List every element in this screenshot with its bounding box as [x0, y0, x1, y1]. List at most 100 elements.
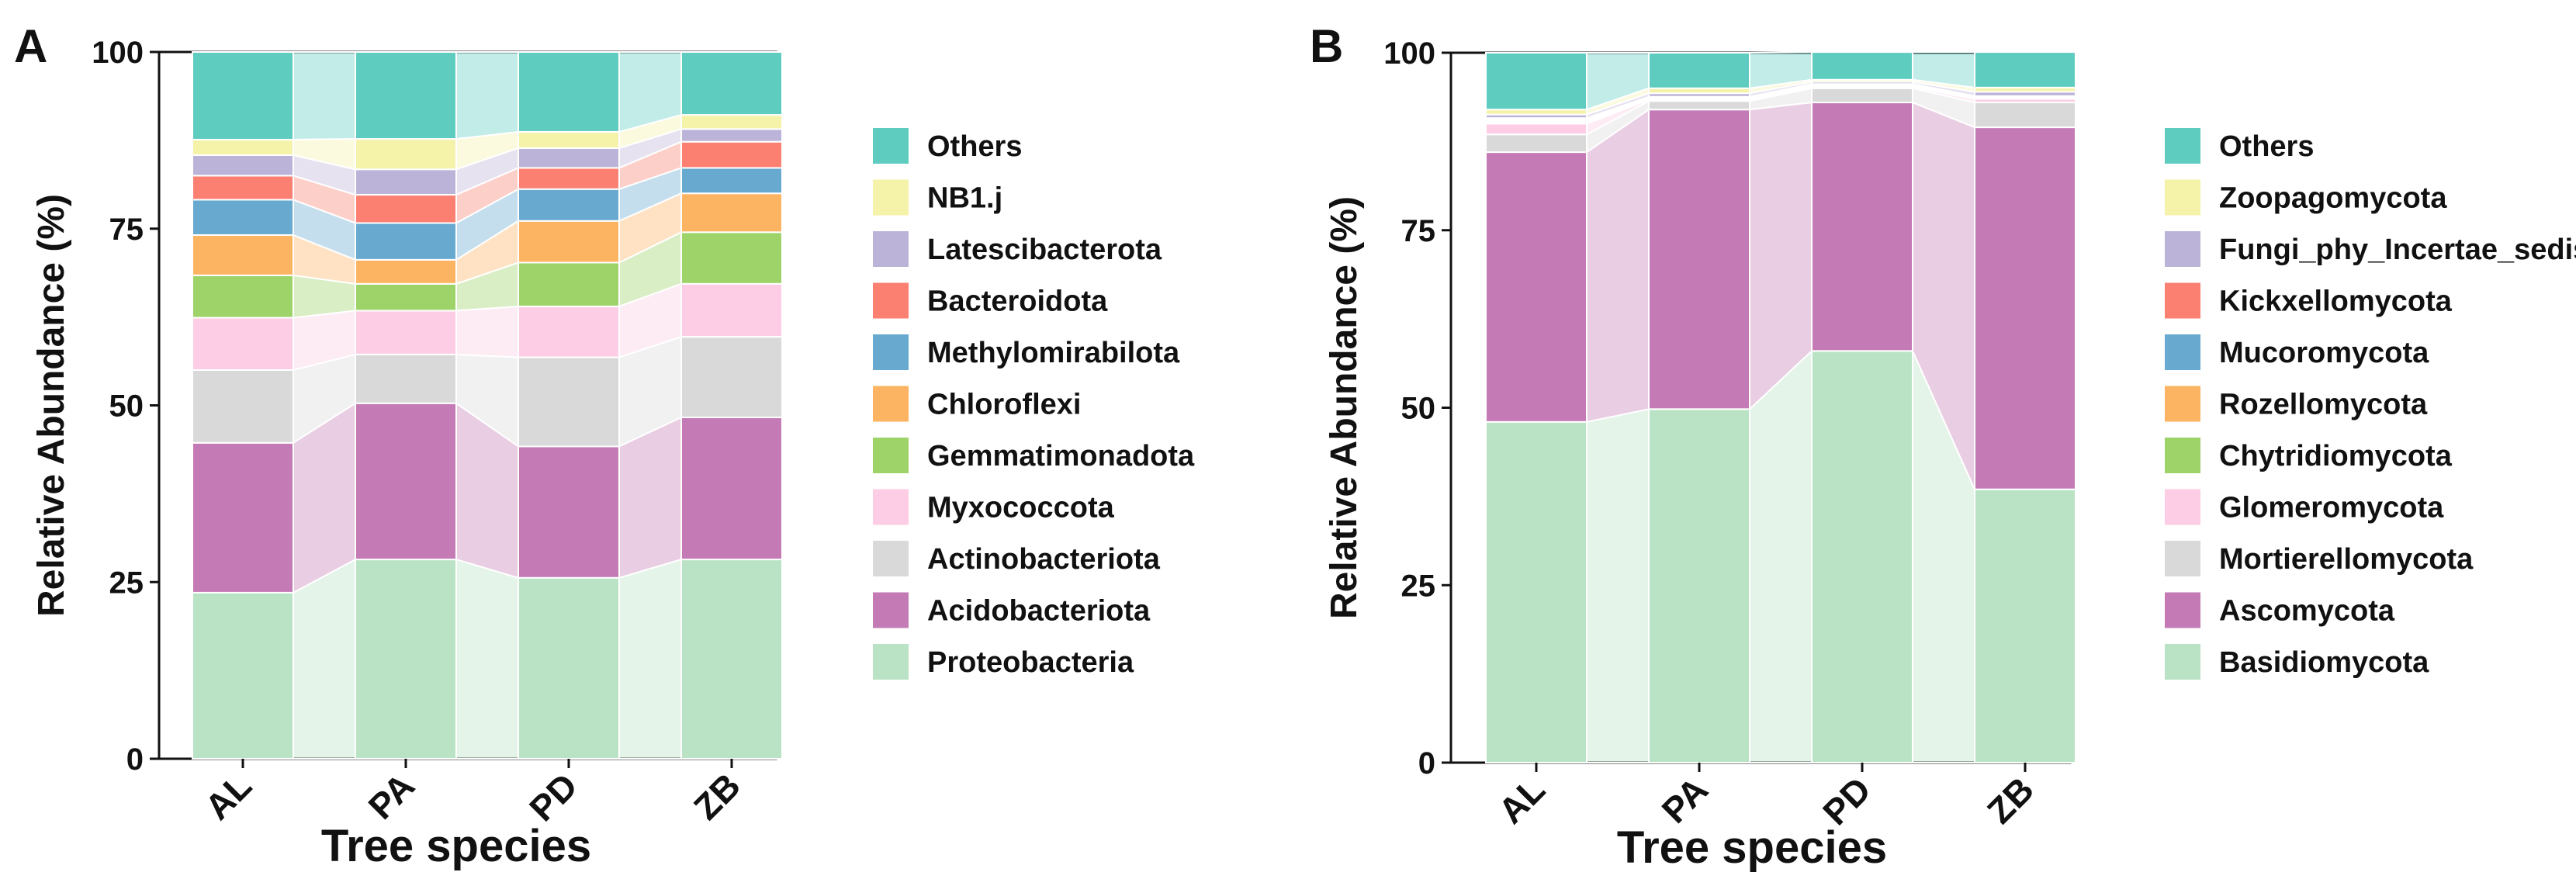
bar-segment-pd-methylomirabilota [518, 188, 620, 222]
y-tick-label: 75 [1401, 214, 1436, 248]
band-ascomycota [1586, 108, 1650, 424]
legend-label-basidiomycota: Basidiomycota [2219, 646, 2429, 679]
bar-segment-pa-mortierellomycota [1648, 100, 1750, 111]
alluvial-bands [293, 51, 682, 760]
legend-label-zoopagomycota: Zoopagomycota [2219, 182, 2447, 215]
bar-segment-pa-nb1-j [355, 138, 457, 171]
bar-segment-pd-others [1811, 51, 1913, 81]
band-others [455, 51, 519, 140]
legend-label-rozellomycota: Rozellomycota [2219, 389, 2428, 421]
legend: Others NB1.j Latescibacterota Bacteroidota M… [873, 128, 1195, 680]
bar-segment-pd-myxococcota [518, 305, 620, 358]
y-tick-label: 50 [109, 389, 144, 424]
legend-swatch-mortierellomycota [2165, 541, 2200, 576]
bar-segment-pa-basidiomycota [1648, 408, 1750, 764]
x-tick-label-pa: PA [1654, 769, 1716, 831]
legend-label-gemmatimonadota: Gemmatimonadota [927, 440, 1195, 472]
bar-segment-zb-myxococcota [680, 282, 783, 338]
legend-swatch-bacteroidota [873, 282, 909, 319]
x-tick-label-pa: PA [361, 765, 423, 827]
bar-segment-al-bacteroidota [192, 175, 294, 201]
bar-segment-pa-myxococcota [355, 310, 457, 355]
bar-segment-zb-proteobacteria [680, 559, 783, 760]
legend-swatch-basidiomycota [2165, 644, 2200, 680]
alluvial-bands [1586, 51, 1975, 763]
bar-segment-pd-nb1-j [518, 130, 620, 149]
panel-a: A 0 25 50 75 100 AL PA PD ZB Relative Abundance (… [14, 20, 1195, 871]
bar-segment-zb-nb1-j [680, 114, 783, 130]
bar-segment-pd-ascomycota [1811, 102, 1913, 352]
y-tick-label: 0 [126, 742, 144, 777]
legend-swatch-chloroflexi [873, 386, 909, 422]
legend-swatch-zoopagomycota [2165, 179, 2200, 216]
bar-segment-pa-latescibacterota [355, 168, 457, 196]
bar-segment-al-mortierellomycota [1485, 133, 1587, 154]
bar-segment-pd-proteobacteria [518, 576, 620, 760]
legend-swatch-rozellomycota [2165, 386, 2200, 422]
legend-label-chytridiomycota: Chytridiomycota [2219, 440, 2453, 472]
x-axis-title: Tree species [1617, 822, 1887, 873]
y-tick-label: 75 [109, 213, 144, 247]
x-tick-label-al: AL [1491, 769, 1553, 831]
stacked-bars [192, 51, 783, 760]
bar-segment-al-methylomirabilota [192, 199, 294, 236]
y-axis-title: Relative Abundance (%) [31, 194, 72, 617]
bar-segment-pd-acidobacteriota [518, 445, 620, 579]
bar-segment-pd-latescibacterota [518, 147, 620, 169]
bar-segment-al-proteobacteria [192, 591, 294, 760]
bar-segment-pa-chloroflexi [355, 258, 457, 285]
legend-swatch-proteobacteria [873, 644, 909, 680]
legend-label-latescibacterota: Latescibacterota [927, 234, 1162, 266]
bar-segment-al-others [1485, 52, 1587, 111]
legend-swatch-nb1-j [873, 179, 909, 216]
bar-segment-zb-chloroflexi [680, 192, 783, 234]
y-tick-label: 25 [109, 566, 144, 600]
band-basidiomycota [1586, 408, 1650, 763]
legend-label-mortierellomycota: Mortierellomycota [2219, 543, 2474, 576]
legend-label-others: Others [927, 130, 1022, 163]
bar-segment-pa-ascomycota [1648, 109, 1750, 410]
legend-label-mucoromycota: Mucoromycota [2219, 337, 2429, 369]
bar-segment-pa-actinobacteriota [355, 353, 457, 404]
bar-segment-al-ascomycota [1485, 151, 1587, 423]
bar-segment-zb-latescibacterota [680, 128, 783, 143]
panel-letter-a: A [14, 20, 47, 72]
legend-label-acidobacteriota: Acidobacteriota [927, 595, 1151, 628]
bar-segment-al-gemmatimonadota [192, 274, 294, 319]
bar-segment-zb-methylomirabilota [680, 167, 783, 195]
x-tick-label-zb: ZB [686, 765, 748, 827]
bar-segment-pa-others [355, 51, 457, 140]
bar-segment-al-actinobacteriota [192, 369, 294, 444]
band-proteobacteria [618, 558, 682, 760]
bar-segment-pd-others [518, 51, 620, 133]
y-tick-label: 0 [1418, 746, 1435, 780]
bar-segment-al-myxococcota [192, 317, 294, 371]
legend-swatch-mucoromycota [2165, 334, 2200, 370]
x-tick-label-zb: ZB [1979, 769, 2041, 831]
x-tick-label-pd: PD [521, 765, 585, 829]
bar-segment-zb-ascomycota [1974, 126, 2076, 490]
bar-segment-al-nb1-j [192, 138, 294, 157]
bar-segment-pd-mortierellomycota [1811, 87, 1913, 104]
legend-swatch-others [2165, 128, 2200, 164]
legend-swatch-ascomycota [2165, 592, 2200, 628]
legend-swatch-myxococcota [873, 489, 909, 525]
bar-segment-pd-gemmatimonadota [518, 261, 620, 307]
y-tick-label: 50 [1401, 392, 1436, 426]
legend-label-fungi-phy-incertae-sedis: Fungi_phy_Incertae_sedis [2219, 234, 2576, 266]
legend-label-methylomirabilota: Methylomirabilota [927, 337, 1180, 369]
y-tick-label: 100 [1383, 36, 1435, 71]
bar-segment-pa-acidobacteriota [355, 402, 457, 561]
bar-segment-zb-gemmatimonadota [680, 231, 783, 285]
legend-label-proteobacteria: Proteobacteria [927, 646, 1134, 679]
legend-swatch-methylomirabilota [873, 334, 909, 370]
legend-swatch-kickxellomycota [2165, 282, 2200, 319]
band-proteobacteria [293, 558, 356, 760]
legend-swatch-glomeromycota [2165, 489, 2200, 525]
legend-swatch-actinobacteriota [873, 541, 909, 576]
bar-segment-pd-bacteroidota [518, 167, 620, 190]
legend-label-myxococcota: Myxococcota [927, 492, 1115, 524]
bar-segment-al-acidobacteriota [192, 441, 294, 594]
